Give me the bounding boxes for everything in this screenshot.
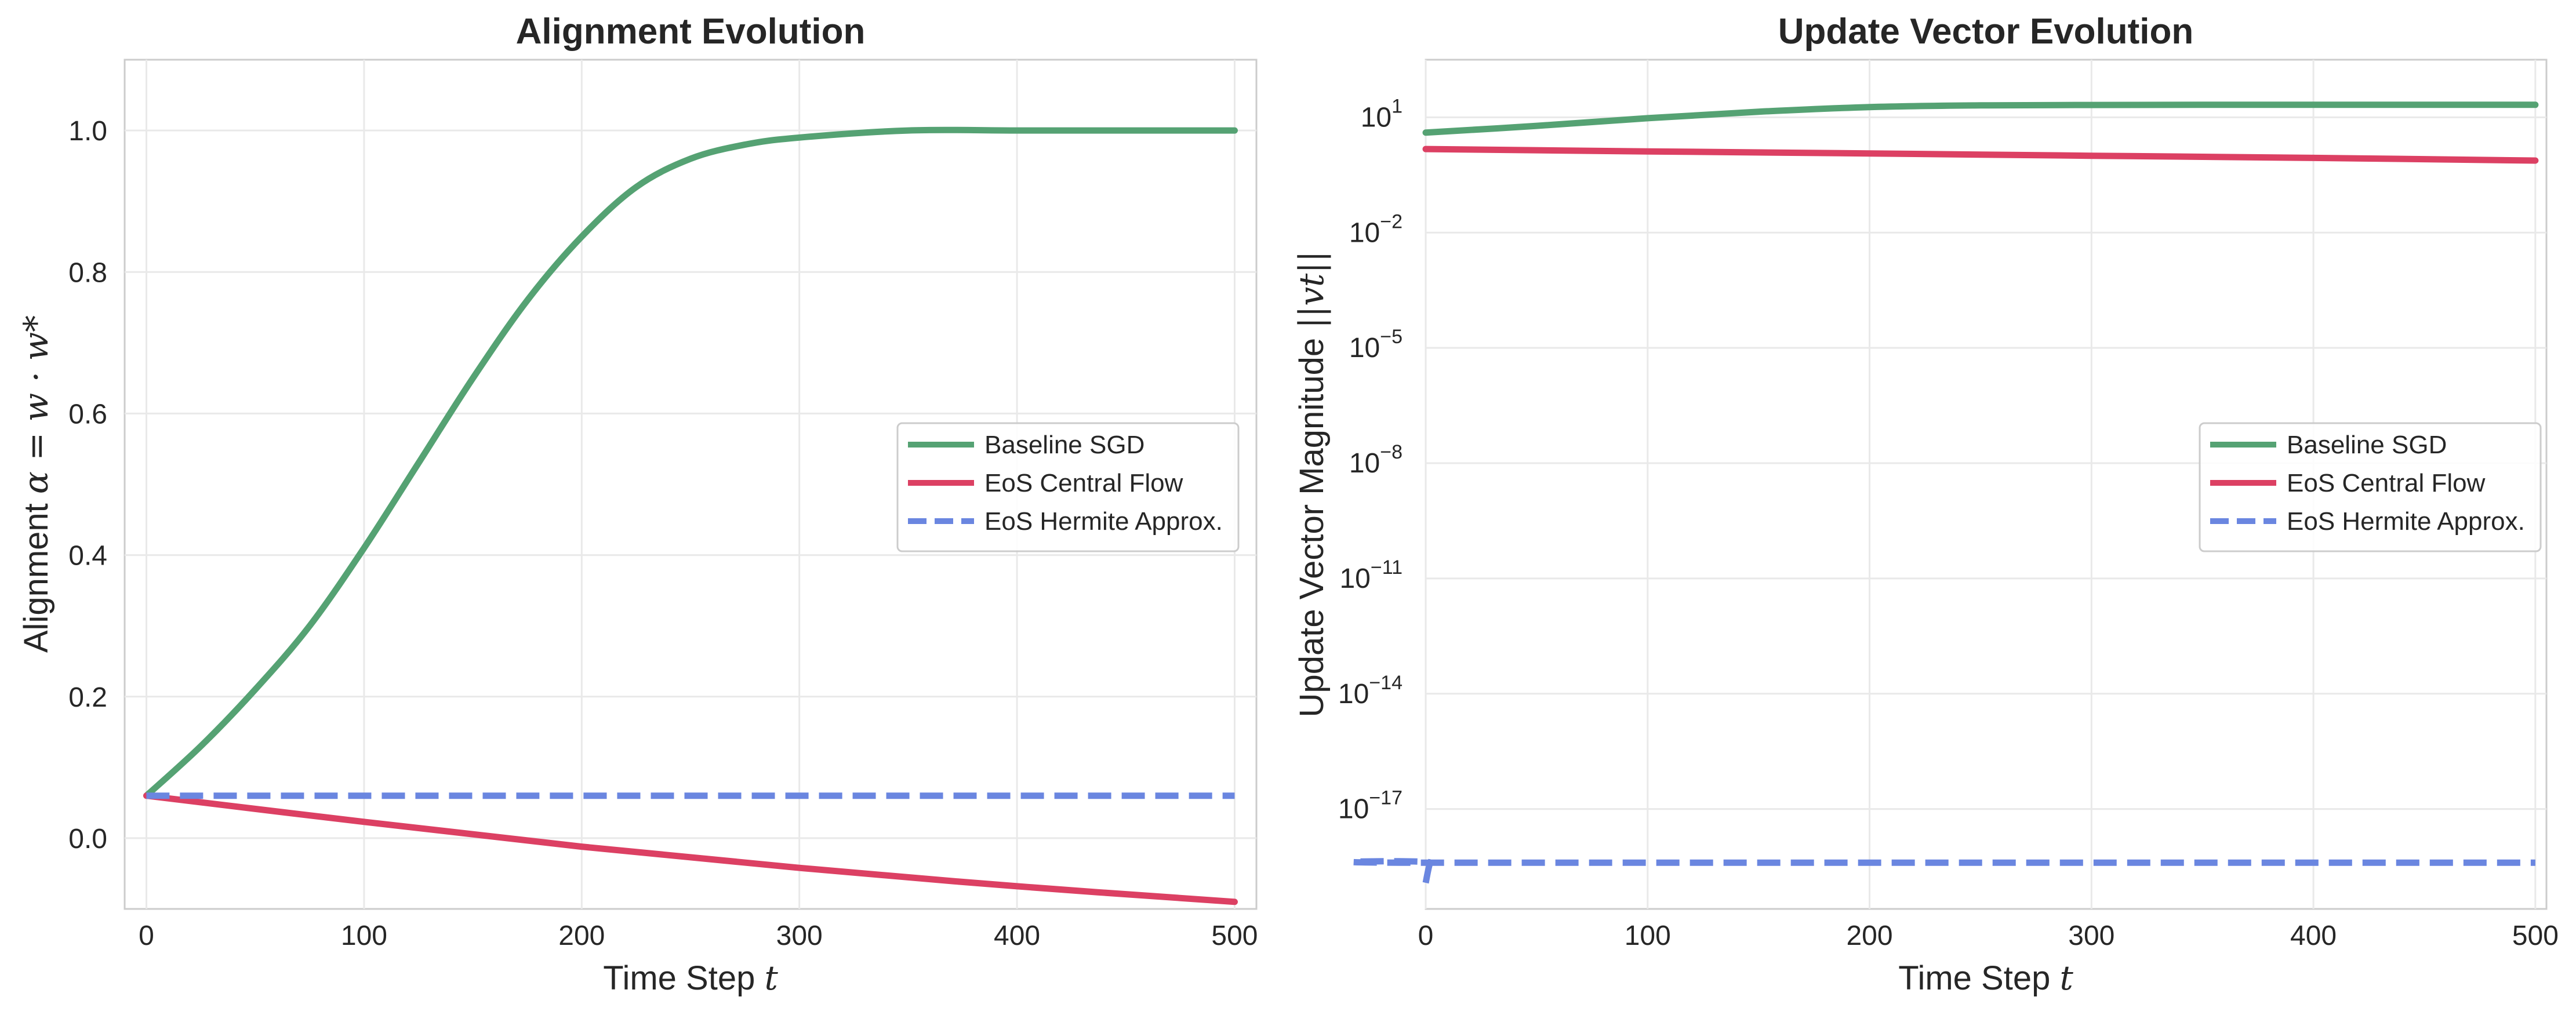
x-tick-label: 100	[1625, 921, 1671, 951]
y-tick-label: 10−11	[1339, 556, 1403, 594]
x-tick-label: 500	[2512, 921, 2559, 951]
legend-box	[896, 422, 1240, 552]
legend-label: Baseline SGD	[984, 431, 1145, 459]
y-axis-label: Update Vector Magnitude ||vt||	[1292, 251, 1331, 718]
x-tick-label: 200	[1846, 921, 1892, 951]
x-tick-labels: 0 100 200 300 400 500	[139, 921, 1258, 951]
x-tick-label: 400	[2290, 921, 2337, 951]
update-vector-chart: 0 100 200 300 400 500 101 10−2 10−5 10−8 10−11 10−…	[1292, 12, 2559, 998]
chart-title: Update Vector Evolution	[1778, 12, 2194, 52]
y-tick-label: 0.0	[68, 824, 107, 854]
plot-frame	[123, 59, 1258, 910]
series-layer	[1349, 101, 2539, 884]
chart-title: Alignment Evolution	[516, 12, 866, 52]
x-tick-label: 300	[776, 921, 823, 951]
y-tick-label: 0.2	[68, 682, 107, 713]
legend: Baseline SGD EoS Central Flow EoS Hermite …	[896, 422, 1240, 552]
y-tick-label: 10−5	[1349, 326, 1403, 363]
x-axis-label: Time Step t	[603, 958, 778, 998]
x-axis-label: Time Step t	[1898, 958, 2073, 998]
y-tick-label: 0.6	[68, 399, 107, 430]
y-tick-label: 10−2	[1349, 210, 1403, 248]
alignment-chart: 0 100 200 300 400 500 0.0 0.2 0.4 0.6 0.8 1.0 Alig…	[16, 12, 1258, 998]
y-tick-label: 0.4	[68, 541, 107, 572]
y-tick-labels: 101 10−2 10−5 10−8 10−11 10−14 10−17	[1338, 95, 1403, 824]
series-line-hermite	[1349, 858, 2535, 884]
legend-label: EoS Hermite Approx.	[984, 507, 1223, 536]
x-tick-label: 200	[558, 921, 605, 951]
y-tick-label: 10−8	[1349, 441, 1403, 479]
legend-label: Baseline SGD	[2287, 431, 2447, 459]
legend-label: EoS Central Flow	[984, 469, 1183, 497]
x-tick-label: 0	[139, 921, 154, 951]
x-tick-label: 100	[341, 921, 387, 951]
x-tick-label: 400	[994, 921, 1040, 951]
legend-label: EoS Hermite Approx.	[2287, 507, 2525, 536]
y-tick-labels: 0.0 0.2 0.4 0.6 0.8 1.0	[68, 116, 107, 854]
y-tick-label: 10−14	[1338, 672, 1403, 710]
grid	[125, 60, 1256, 909]
series-line-central	[143, 792, 1238, 905]
series-layer	[143, 126, 1238, 905]
legend: Baseline SGD EoS Central Flow EoS Hermite …	[2199, 422, 2542, 552]
x-tick-label: 300	[2068, 921, 2114, 951]
y-tick-label: 101	[1361, 95, 1403, 133]
y-axis-label: Alignment α = w · w*	[16, 315, 56, 653]
legend-label: EoS Central Flow	[2287, 469, 2486, 497]
legend-box	[2199, 422, 2542, 552]
series-line-central	[1422, 145, 2539, 164]
y-tick-label: 10−17	[1338, 787, 1403, 825]
x-tick-labels: 0 100 200 300 400 500	[1418, 921, 2559, 951]
x-tick-label: 0	[1418, 921, 1434, 951]
y-tick-label: 0.8	[68, 257, 107, 288]
y-tick-label: 1.0	[68, 116, 107, 147]
x-tick-label: 500	[1211, 921, 1258, 951]
series-line-baseline	[143, 126, 1238, 799]
series-line-baseline	[1422, 101, 2539, 136]
